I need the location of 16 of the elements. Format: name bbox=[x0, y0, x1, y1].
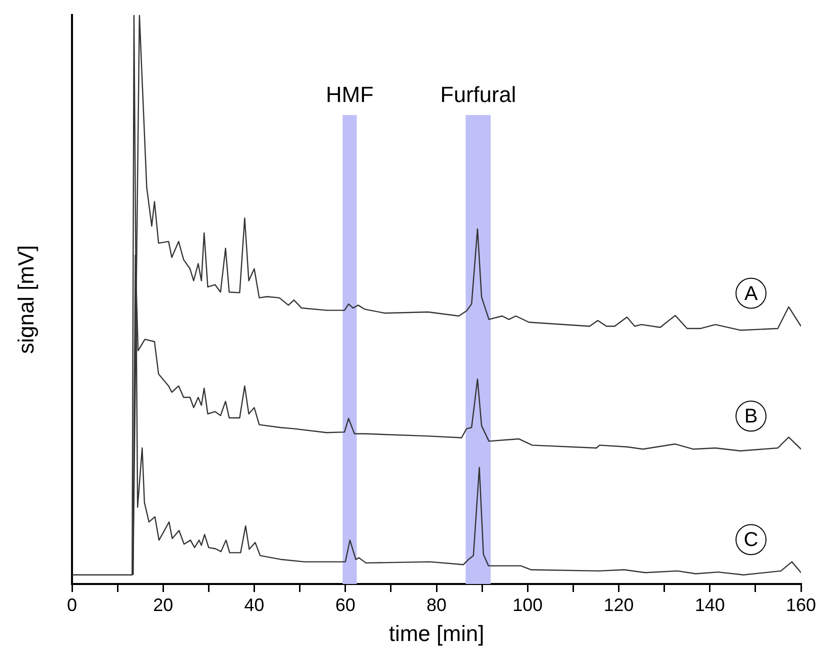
series-label: B bbox=[744, 406, 758, 428]
band-label: HMF bbox=[326, 82, 374, 108]
x-axis-title: time [min] bbox=[388, 620, 484, 646]
x-tick-label: 0 bbox=[66, 594, 78, 615]
x-tick-label: 60 bbox=[335, 594, 356, 615]
series-label: A bbox=[744, 282, 758, 305]
x-tick-label: 120 bbox=[604, 594, 634, 615]
x-tick-label: 20 bbox=[153, 594, 174, 615]
x-tick-label: 100 bbox=[512, 594, 543, 615]
y-axis-title: signal [mV] bbox=[13, 245, 38, 354]
x-tick-label: 40 bbox=[244, 594, 264, 615]
x-tick-label: 140 bbox=[694, 594, 725, 615]
series-label: C bbox=[744, 529, 758, 552]
x-tick-label: 80 bbox=[426, 594, 447, 615]
band-label: Furfural bbox=[440, 82, 516, 108]
x-tick-label: 160 bbox=[786, 594, 816, 615]
